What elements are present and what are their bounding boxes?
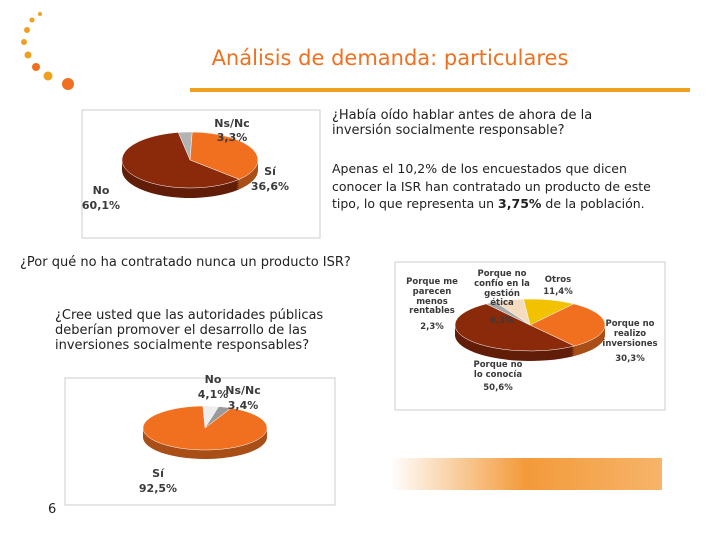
value-label: 6,3%	[490, 316, 514, 326]
slice-label: Porque me parecen menos rentables	[406, 277, 458, 317]
highlight: 3,75%	[498, 196, 542, 211]
text: Apenas el 10,2% de los encuestados que d…	[332, 161, 651, 211]
value-label: 11,4%	[543, 287, 573, 297]
question: ¿Cree usted que las autoridades públicas…	[55, 308, 324, 353]
pie-slice	[454, 303, 576, 352]
slice-label: Sí	[264, 165, 276, 178]
decor-band	[390, 458, 662, 490]
paragraph: Apenas el 10,2% de los encuestados que d…	[332, 160, 662, 213]
value-label: 30,3%	[615, 354, 645, 364]
slice-label: Sí	[152, 467, 164, 480]
value-label: 4,1%	[197, 388, 229, 401]
slice-label: No	[204, 373, 222, 386]
slide-title: Análisis de demanda: particulares	[211, 46, 569, 70]
value-label: 92,5%	[138, 482, 178, 495]
value-label: 50,6%	[483, 383, 513, 393]
slice-label: Porque no confío en la gestión ética	[474, 269, 530, 309]
chart-frame	[81, 109, 321, 239]
slice-label: Porque no realizo inversiones	[602, 319, 658, 349]
value-label: 3,3%	[216, 131, 248, 144]
pie-slice	[121, 132, 240, 189]
pie-slice	[189, 131, 259, 180]
pie-slice	[494, 298, 531, 326]
slice-label: Porque no lo conocía	[473, 360, 523, 380]
question: ¿Por qué no ha contratado nunca un produ…	[20, 255, 351, 270]
slice-label: Otros	[544, 275, 572, 285]
value-label: 2,3%	[420, 322, 444, 332]
chart-frame	[394, 261, 666, 411]
decor-dots	[21, 12, 74, 90]
value-label: 60,1%	[81, 199, 121, 212]
value-label: 36,6%	[250, 180, 290, 193]
text: de la población.	[541, 196, 645, 211]
pie-slice	[142, 405, 268, 451]
page-number: 6	[48, 502, 57, 517]
slice-label: Ns/Nc	[214, 117, 250, 130]
slice-label: Ns/Nc	[225, 384, 261, 397]
slice-label: No	[92, 184, 110, 197]
question: ¿Había oído hablar antes de ahora de la …	[332, 108, 593, 138]
value-label: 3,4%	[227, 399, 259, 412]
pie-slice	[529, 303, 606, 347]
